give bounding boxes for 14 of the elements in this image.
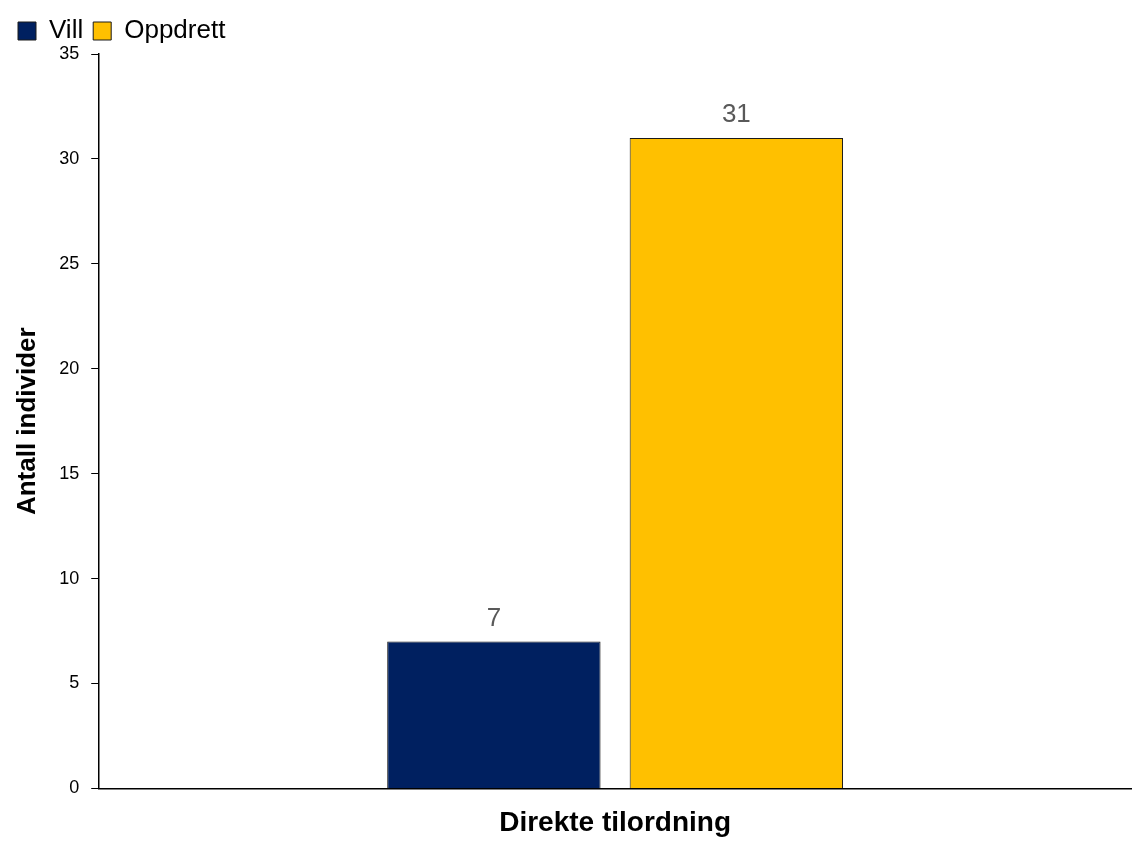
y-tick-label: 20 <box>59 357 80 378</box>
legend-label: Vill <box>49 14 84 45</box>
legend-label: Oppdrett <box>124 14 227 45</box>
y-tick-label: 25 <box>59 252 80 273</box>
y-tick-label: 15 <box>59 462 80 483</box>
y-tick-label: 5 <box>69 672 80 693</box>
y-tick-label: 10 <box>59 567 80 588</box>
y-tick-label: 0 <box>69 777 80 798</box>
data-label: 31 <box>721 98 751 129</box>
x-tick-label: Direkte tilordning <box>499 805 732 837</box>
y-tick-label: 35 <box>59 42 80 63</box>
data-label: 7 <box>486 601 502 632</box>
y-tick-label: 30 <box>59 147 80 168</box>
y-axis-title: Antall individer <box>10 327 41 516</box>
